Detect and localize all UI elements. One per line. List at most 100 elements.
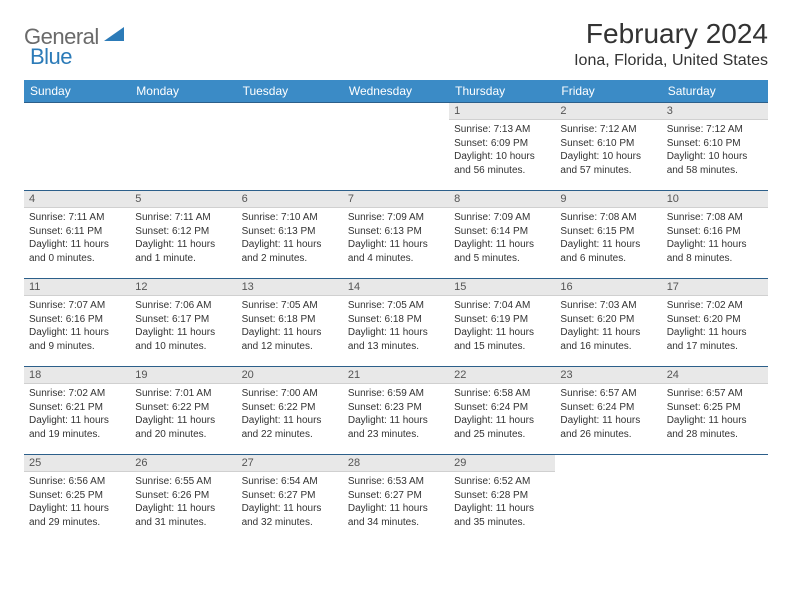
daylight-text-1: Daylight: 11 hours [667, 326, 763, 340]
calendar-cell: 4Sunrise: 7:11 AMSunset: 6:11 PMDaylight… [24, 191, 130, 279]
day-number: 27 [237, 455, 343, 472]
daylight-text-1: Daylight: 11 hours [348, 414, 444, 428]
daylight-text-2: and 58 minutes. [667, 164, 763, 178]
daylight-text-1: Daylight: 11 hours [135, 502, 231, 516]
calendar-cell: 18Sunrise: 7:02 AMSunset: 6:21 PMDayligh… [24, 367, 130, 455]
sunset-text: Sunset: 6:21 PM [29, 401, 125, 415]
sunset-text: Sunset: 6:13 PM [348, 225, 444, 239]
day-data: Sunrise: 7:04 AMSunset: 6:19 PMDaylight:… [449, 296, 555, 355]
calendar-cell: 1Sunrise: 7:13 AMSunset: 6:09 PMDaylight… [449, 103, 555, 191]
calendar-cell [662, 455, 768, 535]
day-number: 7 [343, 191, 449, 208]
sunrise-text: Sunrise: 7:09 AM [454, 211, 550, 225]
sunrise-text: Sunrise: 7:02 AM [29, 387, 125, 401]
daylight-text-2: and 25 minutes. [454, 428, 550, 442]
calendar-cell: 26Sunrise: 6:55 AMSunset: 6:26 PMDayligh… [130, 455, 236, 535]
day-number: 18 [24, 367, 130, 384]
daylight-text-2: and 22 minutes. [242, 428, 338, 442]
calendar-cell: 9Sunrise: 7:08 AMSunset: 6:15 PMDaylight… [555, 191, 661, 279]
daylight-text-2: and 19 minutes. [29, 428, 125, 442]
day-number: 1 [449, 103, 555, 120]
sunset-text: Sunset: 6:16 PM [29, 313, 125, 327]
daylight-text-1: Daylight: 11 hours [667, 238, 763, 252]
weekday-header: Thursday [449, 80, 555, 103]
day-data: Sunrise: 6:58 AMSunset: 6:24 PMDaylight:… [449, 384, 555, 443]
calendar-cell: 13Sunrise: 7:05 AMSunset: 6:18 PMDayligh… [237, 279, 343, 367]
sunset-text: Sunset: 6:10 PM [667, 137, 763, 151]
calendar-cell: 10Sunrise: 7:08 AMSunset: 6:16 PMDayligh… [662, 191, 768, 279]
day-number: 9 [555, 191, 661, 208]
sunset-text: Sunset: 6:22 PM [135, 401, 231, 415]
day-number: 6 [237, 191, 343, 208]
day-data: Sunrise: 7:09 AMSunset: 6:14 PMDaylight:… [449, 208, 555, 267]
calendar-cell: 29Sunrise: 6:52 AMSunset: 6:28 PMDayligh… [449, 455, 555, 535]
day-number: 4 [24, 191, 130, 208]
day-number: 19 [130, 367, 236, 384]
day-data: Sunrise: 7:02 AMSunset: 6:20 PMDaylight:… [662, 296, 768, 355]
day-data: Sunrise: 6:57 AMSunset: 6:24 PMDaylight:… [555, 384, 661, 443]
day-data: Sunrise: 7:12 AMSunset: 6:10 PMDaylight:… [662, 120, 768, 179]
daylight-text-1: Daylight: 11 hours [242, 326, 338, 340]
daylight-text-2: and 29 minutes. [29, 516, 125, 530]
daylight-text-1: Daylight: 11 hours [29, 502, 125, 516]
logo-text-b-wrap: Blue [30, 44, 72, 70]
day-data: Sunrise: 6:54 AMSunset: 6:27 PMDaylight:… [237, 472, 343, 531]
location: Iona, Florida, United States [574, 52, 768, 70]
sunset-text: Sunset: 6:25 PM [667, 401, 763, 415]
calendar-week-row: 25Sunrise: 6:56 AMSunset: 6:25 PMDayligh… [24, 455, 768, 535]
calendar-cell: 24Sunrise: 6:57 AMSunset: 6:25 PMDayligh… [662, 367, 768, 455]
sunset-text: Sunset: 6:20 PM [560, 313, 656, 327]
day-data: Sunrise: 7:13 AMSunset: 6:09 PMDaylight:… [449, 120, 555, 179]
calendar-week-row: 1Sunrise: 7:13 AMSunset: 6:09 PMDaylight… [24, 103, 768, 191]
day-data: Sunrise: 7:09 AMSunset: 6:13 PMDaylight:… [343, 208, 449, 267]
day-number: 14 [343, 279, 449, 296]
sunrise-text: Sunrise: 6:59 AM [348, 387, 444, 401]
day-data: Sunrise: 7:07 AMSunset: 6:16 PMDaylight:… [24, 296, 130, 355]
day-number: 2 [555, 103, 661, 120]
daylight-text-2: and 2 minutes. [242, 252, 338, 266]
sunrise-text: Sunrise: 6:57 AM [667, 387, 763, 401]
day-data: Sunrise: 6:55 AMSunset: 6:26 PMDaylight:… [130, 472, 236, 531]
calendar-cell: 5Sunrise: 7:11 AMSunset: 6:12 PMDaylight… [130, 191, 236, 279]
sunrise-text: Sunrise: 7:00 AM [242, 387, 338, 401]
sunset-text: Sunset: 6:27 PM [242, 489, 338, 503]
calendar-week-row: 18 Sunrise: 7:02 AMSunset: 6:21 PM Dayligh… [24, 367, 768, 455]
calendar-cell [24, 103, 130, 191]
day-data: Sunrise: 7:05 AMSunset: 6:18 PMDaylight:… [237, 296, 343, 355]
daylight-text-2: and 10 minutes. [135, 340, 231, 354]
daylight-text-1: Daylight: 11 hours [348, 502, 444, 516]
weekday-header: Friday [555, 80, 661, 103]
day-number: 15 [449, 279, 555, 296]
day-data: Sunrise: 6:53 AMSunset: 6:27 PMDaylight:… [343, 472, 449, 531]
daylight-text-2: and 5 minutes. [454, 252, 550, 266]
daylight-text-1: Daylight: 11 hours [242, 502, 338, 516]
daylight-text-2: and 0 minutes. [29, 252, 125, 266]
daylight-text-2: and 16 minutes. [560, 340, 656, 354]
day-data: Sunrise: 7:05 AMSunset: 6:18 PMDaylight:… [343, 296, 449, 355]
calendar-cell [130, 103, 236, 191]
daylight-text-1: Daylight: 11 hours [242, 238, 338, 252]
day-data: Sunrise: 6:52 AMSunset: 6:28 PMDaylight:… [449, 472, 555, 531]
daylight-text-1: Daylight: 10 hours [667, 150, 763, 164]
calendar-cell: 27Sunrise: 6:54 AMSunset: 6:27 PMDayligh… [237, 455, 343, 535]
sunrise-text: Sunrise: 6:55 AM [135, 475, 231, 489]
calendar-cell: 11Sunrise: 7:07 AMSunset: 6:16 PMDayligh… [24, 279, 130, 367]
sunset-text: Sunset: 6:24 PM [560, 401, 656, 415]
day-number: 28 [343, 455, 449, 472]
sunrise-text: Sunrise: 7:02 AM [667, 299, 763, 313]
day-number: 13 [237, 279, 343, 296]
day-data: Sunrise: 7:00 AMSunset: 6:22 PMDaylight:… [237, 384, 343, 443]
sunrise-text: Sunrise: 7:06 AM [135, 299, 231, 313]
day-data: Sunrise: 6:57 AMSunset: 6:25 PMDaylight:… [662, 384, 768, 443]
daylight-text-1: Daylight: 11 hours [560, 414, 656, 428]
sunset-text: Sunset: 6:18 PM [242, 313, 338, 327]
day-number: 20 [237, 367, 343, 384]
daylight-text-1: Daylight: 11 hours [135, 414, 231, 428]
sunrise-text: Sunrise: 7:04 AM [454, 299, 550, 313]
sunrise-text: Sunrise: 7:03 AM [560, 299, 656, 313]
sunrise-text: Sunrise: 7:05 AM [242, 299, 338, 313]
daylight-text-2: and 6 minutes. [560, 252, 656, 266]
sunset-text: Sunset: 6:22 PM [242, 401, 338, 415]
weekday-header: Saturday [662, 80, 768, 103]
day-data: Sunrise: 7:06 AMSunset: 6:17 PMDaylight:… [130, 296, 236, 355]
